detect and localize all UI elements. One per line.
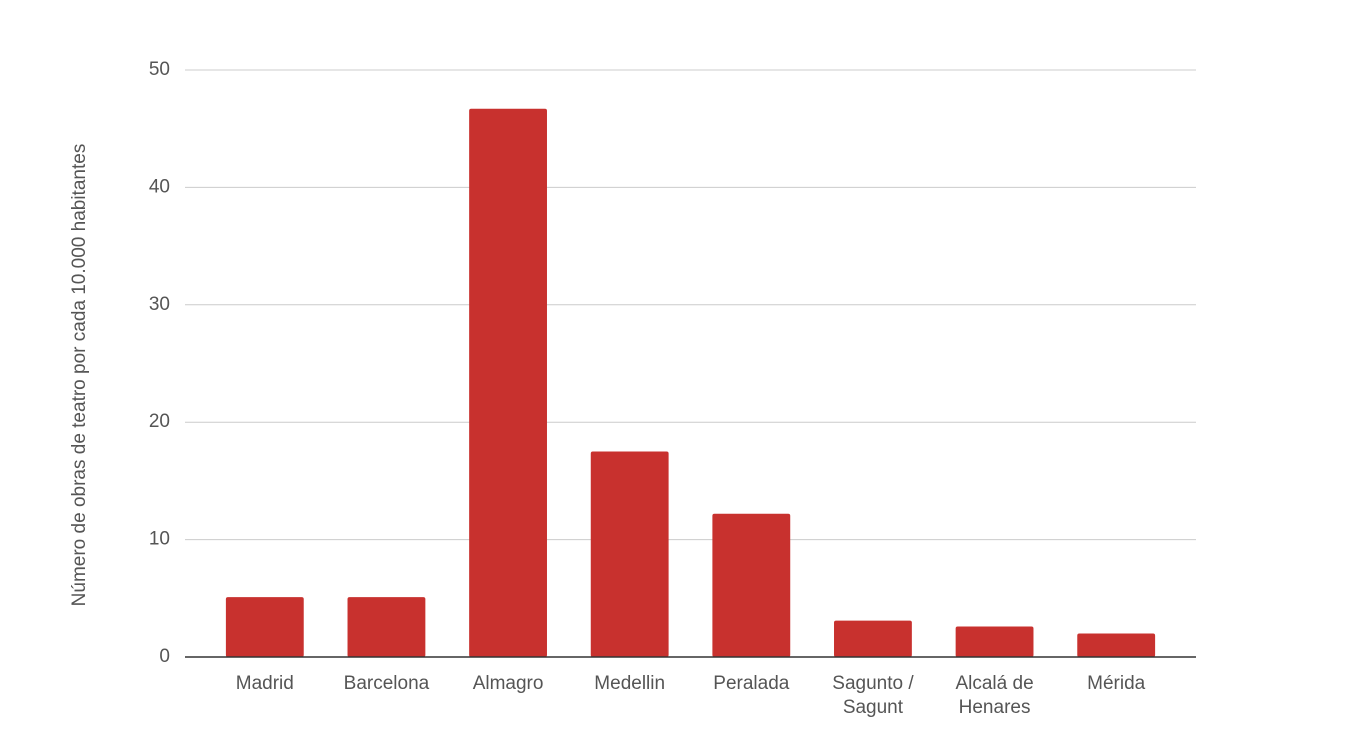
x-tick-label: Medellin xyxy=(594,673,666,694)
y-axis-title: Número de obras de teatro por cada 10.00… xyxy=(69,144,90,607)
x-tick-label: Barcelona xyxy=(343,673,430,694)
y-tick-label: 40 xyxy=(149,176,170,197)
bar xyxy=(347,597,426,657)
bar xyxy=(469,108,547,657)
bar xyxy=(834,620,912,657)
y-tick-label: 20 xyxy=(149,411,170,432)
x-tick-label: Almagro xyxy=(472,673,544,694)
y-tick-label: 10 xyxy=(149,529,170,550)
bar xyxy=(955,626,1034,657)
x-tick-label: Sagunto / Sagunt xyxy=(832,673,914,718)
bar xyxy=(712,513,791,657)
y-tick-label: 30 xyxy=(149,294,170,315)
bar xyxy=(225,597,304,657)
x-tick-label: Peralada xyxy=(713,673,790,694)
bar xyxy=(1077,633,1156,657)
bar xyxy=(590,451,669,657)
x-tick-label: Alcalá de Henares xyxy=(955,673,1034,718)
y-tick-label: 0 xyxy=(159,646,170,667)
x-tick-label: Madrid xyxy=(235,673,294,694)
x-tick-label: Mérida xyxy=(1087,673,1146,694)
y-tick-label: 50 xyxy=(149,59,170,80)
